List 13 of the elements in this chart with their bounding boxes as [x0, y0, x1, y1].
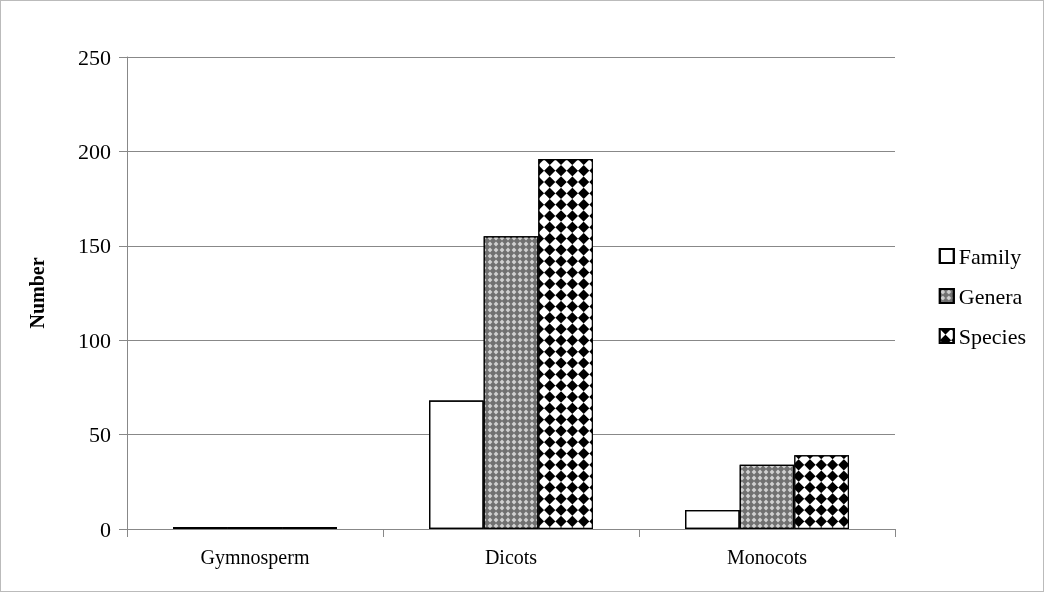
x-tick-label: Monocots	[727, 546, 808, 568]
y-tick-label: 0	[100, 516, 111, 542]
y-axis-title: Number	[26, 257, 48, 329]
legend-label: Genera	[958, 283, 1023, 309]
x-tick-label: Gymnosperm	[200, 546, 310, 569]
y-tick-label: 250	[78, 44, 111, 70]
y-tick-label: 200	[78, 138, 111, 164]
legend-label: Family	[958, 243, 1022, 269]
y-tick-label: 100	[78, 327, 111, 353]
y-tick-label: 50	[89, 422, 111, 448]
legend-label: Species	[958, 323, 1026, 349]
y-tick-label: 150	[78, 233, 111, 259]
x-tick-label: Dicots	[484, 546, 538, 568]
